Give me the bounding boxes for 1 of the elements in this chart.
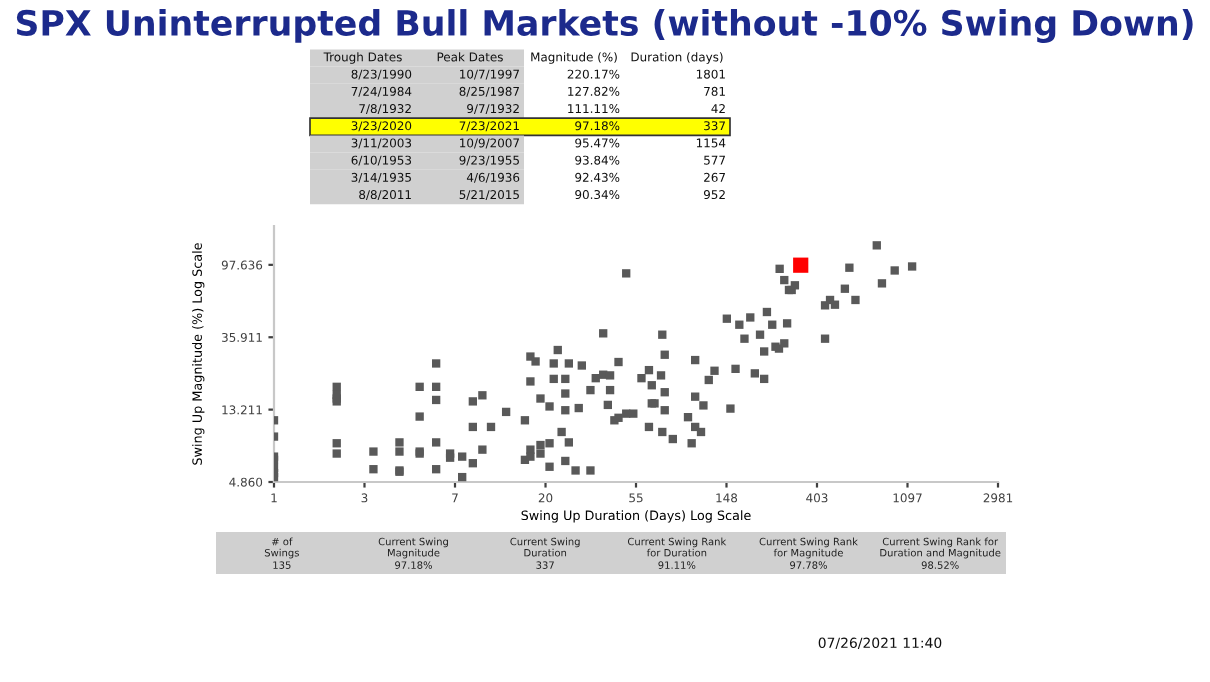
chart-title: SPX Uninterrupted Bull Markets (without -10% Swing Down)	[16, 9, 1193, 43]
